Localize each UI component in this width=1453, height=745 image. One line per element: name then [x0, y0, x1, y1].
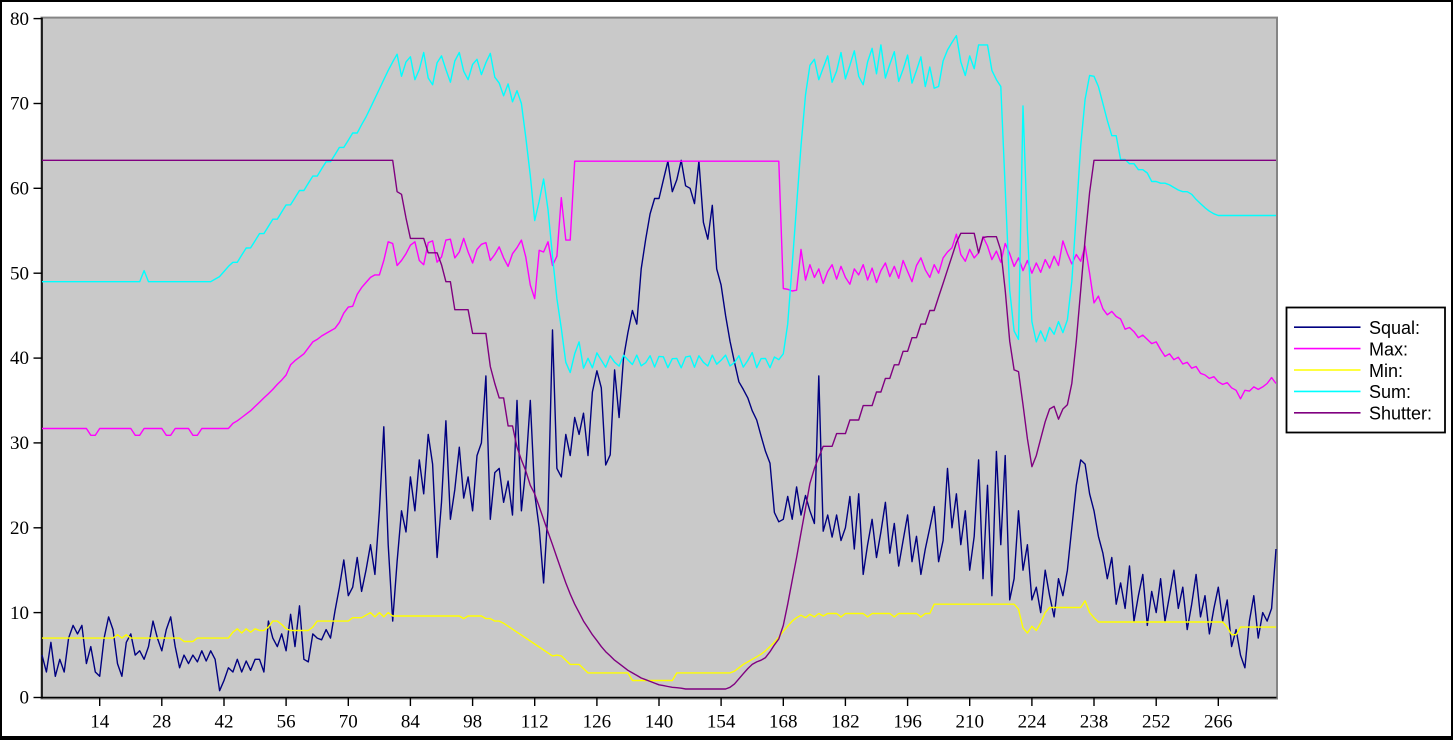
svg-text:140: 140 — [645, 712, 674, 733]
svg-text:154: 154 — [707, 712, 736, 733]
svg-text:80: 80 — [10, 9, 29, 30]
svg-text:126: 126 — [583, 712, 612, 733]
svg-text:238: 238 — [1080, 712, 1109, 733]
svg-text:60: 60 — [10, 179, 29, 200]
svg-text:56: 56 — [277, 712, 296, 733]
svg-text:40: 40 — [10, 348, 29, 369]
svg-text:196: 196 — [893, 712, 922, 733]
svg-text:Min:: Min: — [1369, 361, 1403, 381]
svg-text:14: 14 — [90, 712, 110, 733]
svg-text:20: 20 — [10, 518, 29, 539]
svg-text:84: 84 — [401, 712, 421, 733]
svg-text:Squal:: Squal: — [1369, 318, 1420, 338]
svg-text:Shutter:: Shutter: — [1369, 404, 1432, 424]
svg-text:70: 70 — [10, 94, 29, 115]
svg-text:0: 0 — [20, 688, 30, 709]
svg-text:98: 98 — [463, 712, 482, 733]
svg-text:28: 28 — [152, 712, 171, 733]
svg-text:50: 50 — [10, 263, 29, 284]
svg-text:70: 70 — [339, 712, 358, 733]
svg-text:182: 182 — [831, 712, 860, 733]
svg-text:266: 266 — [1204, 712, 1233, 733]
svg-text:Sum:: Sum: — [1369, 382, 1411, 402]
svg-text:Max:: Max: — [1369, 339, 1408, 359]
svg-text:42: 42 — [215, 712, 234, 733]
svg-text:252: 252 — [1142, 712, 1171, 733]
svg-text:10: 10 — [10, 603, 29, 624]
svg-text:168: 168 — [769, 712, 798, 733]
svg-text:224: 224 — [1018, 712, 1047, 733]
svg-text:30: 30 — [10, 433, 29, 454]
svg-text:210: 210 — [955, 712, 984, 733]
svg-text:112: 112 — [521, 712, 549, 733]
